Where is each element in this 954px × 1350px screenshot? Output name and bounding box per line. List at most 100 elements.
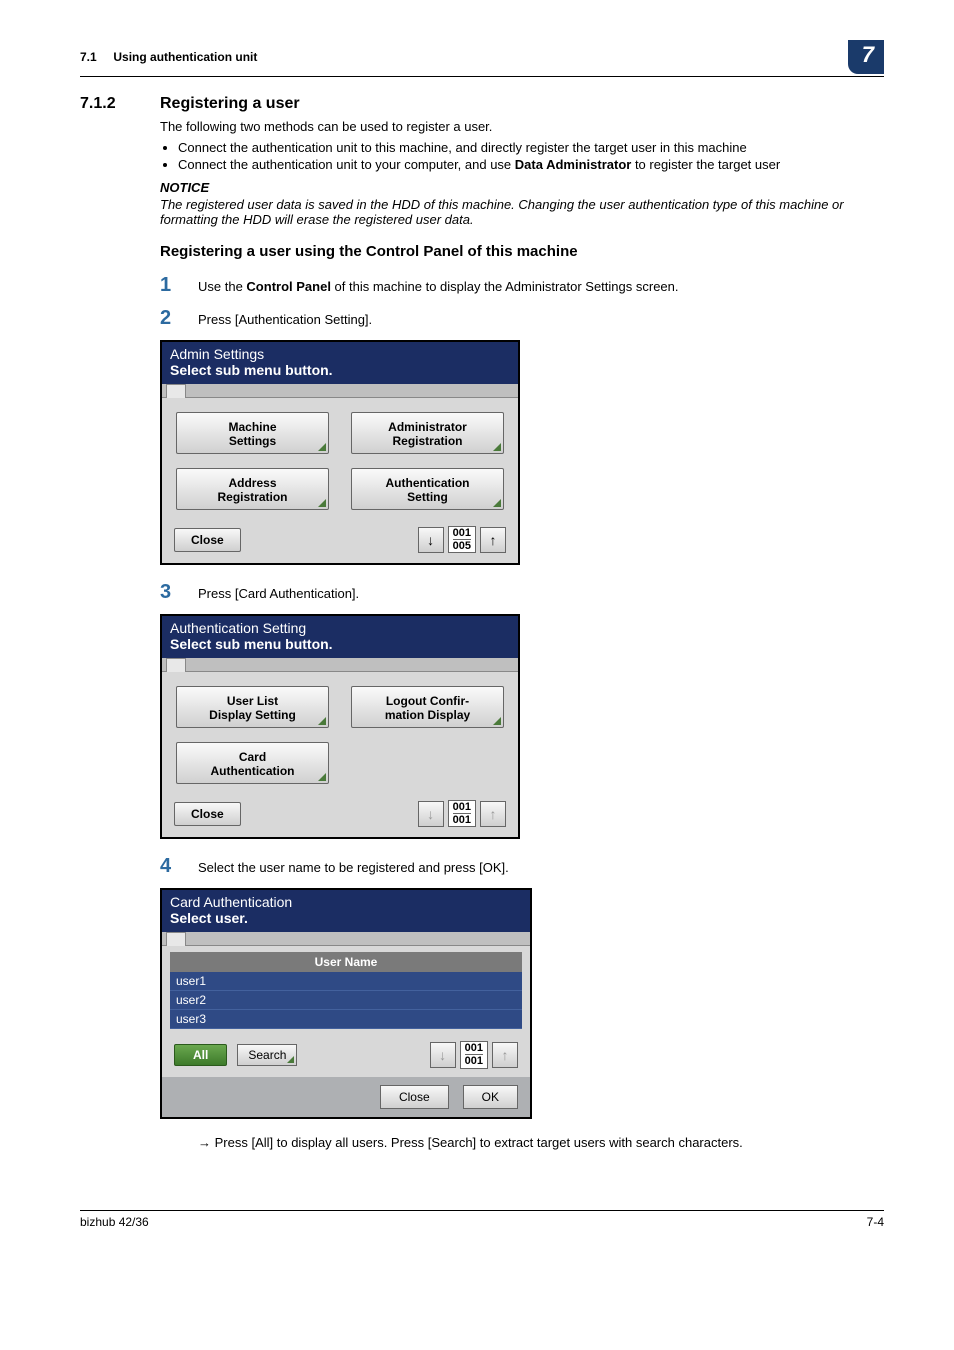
ok-button[interactable]: OK xyxy=(463,1085,518,1109)
button-label: Registration xyxy=(181,490,324,504)
button-label: Machine xyxy=(181,420,324,434)
logout-confirmation-display-button[interactable]: Logout Confir- mation Display xyxy=(351,686,504,728)
page-current: 001 xyxy=(453,801,471,814)
page-current: 001 xyxy=(453,527,471,540)
list-item: Connect the authentication unit to your … xyxy=(178,157,884,172)
header-section-title: Using authentication unit xyxy=(113,50,257,64)
page-down-button[interactable]: ↓ xyxy=(430,1042,456,1068)
administrator-registration-button[interactable]: Administrator Registration xyxy=(351,412,504,454)
user-row[interactable]: user1 xyxy=(170,972,522,991)
step-number: 4 xyxy=(160,855,180,878)
step-number: 3 xyxy=(160,581,180,604)
button-label: Setting xyxy=(356,490,499,504)
card-authentication-panel: Card Authentication Select user. User Na… xyxy=(160,888,884,1118)
page-current: 001 xyxy=(465,1042,483,1055)
machine-settings-button[interactable]: Machine Settings xyxy=(176,412,329,454)
page-up-button[interactable]: ↑ xyxy=(492,1042,518,1068)
section-title: Registering a user xyxy=(160,95,300,113)
search-button[interactable]: Search xyxy=(237,1044,297,1066)
all-button[interactable]: All xyxy=(174,1044,227,1066)
tab-strip xyxy=(162,658,518,672)
page-footer: bizhub 42/36 7-4 xyxy=(80,1210,884,1229)
list-item-bold: Data Administrator xyxy=(515,157,632,172)
panel-title-line1: Authentication Setting xyxy=(170,620,510,636)
arrow-icon: → xyxy=(198,1135,211,1150)
page-up-button[interactable]: ↑ xyxy=(480,527,506,553)
page-header: 7.1 Using authentication unit 7 xyxy=(80,40,884,77)
footer-page-number: 7-4 xyxy=(867,1215,884,1229)
button-label: User List xyxy=(181,694,324,708)
button-label: Card xyxy=(181,750,324,764)
pager: ↓ 001 001 ↑ xyxy=(418,800,506,827)
section-number: 7.1.2 xyxy=(80,95,140,113)
user-list-display-setting-button[interactable]: User List Display Setting xyxy=(176,686,329,728)
list-item-text: to register the target user xyxy=(631,157,780,172)
page-counter: 001 005 xyxy=(448,526,476,553)
step-number: 1 xyxy=(160,274,180,297)
step-text: Select the user name to be registered an… xyxy=(198,860,884,875)
page-down-button[interactable]: ↓ xyxy=(418,527,444,553)
list-item-text: Connect the authentication unit to your … xyxy=(178,157,515,172)
authentication-setting-button[interactable]: Authentication Setting xyxy=(351,468,504,510)
button-label: Authentication xyxy=(181,764,324,778)
page-up-button[interactable]: ↑ xyxy=(480,801,506,827)
admin-settings-panel: Admin Settings Select sub menu button. M… xyxy=(160,340,884,565)
step: 2 Press [Authentication Setting]. xyxy=(160,307,884,330)
panel-title-line2: Select sub menu button. xyxy=(170,362,510,378)
pager: ↓ 001 001 ↑ xyxy=(430,1041,518,1068)
step-text: Use the Control Panel of this machine to… xyxy=(198,279,884,294)
panel-title-line2: Select sub menu button. xyxy=(170,636,510,652)
user-row[interactable]: user3 xyxy=(170,1010,522,1029)
button-label: mation Display xyxy=(356,708,499,722)
user-name-column-header: User Name xyxy=(170,952,522,972)
panel-header: Admin Settings Select sub menu button. xyxy=(162,342,518,384)
button-label: Settings xyxy=(181,434,324,448)
notice-label: NOTICE xyxy=(160,180,884,195)
button-label: Logout Confir- xyxy=(356,694,499,708)
sub-note: → Press [All] to display all users. Pres… xyxy=(198,1135,884,1150)
button-label: Authentication xyxy=(356,476,499,490)
card-authentication-button[interactable]: Card Authentication xyxy=(176,742,329,784)
page-counter: 001 001 xyxy=(448,800,476,827)
panel-header: Authentication Setting Select sub menu b… xyxy=(162,616,518,658)
address-registration-button[interactable]: Address Registration xyxy=(176,468,329,510)
notice-text: The registered user data is saved in the… xyxy=(160,197,884,227)
step-text: Press [Authentication Setting]. xyxy=(198,312,884,327)
footer-model: bizhub 42/36 xyxy=(80,1215,149,1229)
step-number: 2 xyxy=(160,307,180,330)
method-list: Connect the authentication unit to this … xyxy=(160,140,884,172)
tab-strip xyxy=(162,932,530,946)
panel-title-line1: Card Authentication xyxy=(170,894,522,910)
subheading: Registering a user using the Control Pan… xyxy=(160,243,884,260)
page-down-button[interactable]: ↓ xyxy=(418,801,444,827)
intro-paragraph: The following two methods can be used to… xyxy=(160,119,884,134)
button-label: Display Setting xyxy=(181,708,324,722)
step: 1 Use the Control Panel of this machine … xyxy=(160,274,884,297)
panel-title-line1: Admin Settings xyxy=(170,346,510,362)
close-button[interactable]: Close xyxy=(174,802,241,826)
list-item: Connect the authentication unit to this … xyxy=(178,140,884,155)
step-text-part: Use the xyxy=(198,279,246,294)
page-total: 001 xyxy=(465,1055,483,1067)
page-counter: 001 001 xyxy=(460,1041,488,1068)
step-text-part: of this machine to display the Administr… xyxy=(331,279,679,294)
header-section-num: 7.1 xyxy=(80,50,97,64)
panel-header: Card Authentication Select user. xyxy=(162,890,530,932)
chapter-number-badge: 7 xyxy=(848,40,884,74)
step: 3 Press [Card Authentication]. xyxy=(160,581,884,604)
step-text: Press [Card Authentication]. xyxy=(198,586,884,601)
button-label: Registration xyxy=(356,434,499,448)
panel-title-line2: Select user. xyxy=(170,910,522,926)
step-text-bold: Control Panel xyxy=(246,279,331,294)
close-button[interactable]: Close xyxy=(380,1085,449,1109)
user-row[interactable]: user2 xyxy=(170,991,522,1010)
authentication-setting-panel: Authentication Setting Select sub menu b… xyxy=(160,614,884,839)
tab-strip xyxy=(162,384,518,398)
close-button[interactable]: Close xyxy=(174,528,241,552)
button-label: Administrator xyxy=(356,420,499,434)
sub-note-text: Press [All] to display all users. Press … xyxy=(215,1135,743,1150)
page-total: 001 xyxy=(453,814,471,826)
step: 4 Select the user name to be registered … xyxy=(160,855,884,878)
page-total: 005 xyxy=(453,540,471,552)
pager: ↓ 001 005 ↑ xyxy=(418,526,506,553)
